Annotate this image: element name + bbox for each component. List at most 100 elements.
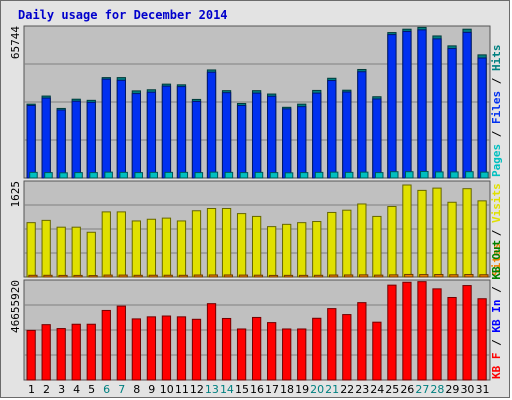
- bar-pages-day-22: [344, 171, 354, 179]
- legend-separator: /: [490, 333, 503, 353]
- bar-pages-day-23: [359, 171, 369, 179]
- bar-kb-f-day-16: [251, 316, 262, 381]
- x-tick-label-day-15: 15: [235, 383, 249, 396]
- bar-sites-day-9: [148, 274, 158, 278]
- bar-files-day-20: [312, 92, 322, 179]
- x-tick-label-day-2: 2: [43, 383, 50, 396]
- bar-pages-day-8: [134, 172, 143, 179]
- bar-kb-f-day-12: [191, 318, 202, 381]
- bar-pages-day-28: [435, 171, 444, 179]
- bar-kb-f-day-23: [357, 302, 367, 381]
- bar-pages-day-25: [389, 171, 399, 179]
- bar-files-day-29: [447, 48, 457, 179]
- bar-visits-day-12: [191, 210, 202, 278]
- bar-kb-f-day-28: [432, 288, 442, 381]
- bar-pages-day-1: [29, 171, 38, 179]
- y-max-label: 46655920: [9, 280, 22, 333]
- bar-sites-day-21: [328, 274, 339, 278]
- bar-visits-day-28: [432, 187, 442, 278]
- bar-files-day-21: [327, 80, 337, 179]
- bar-files-day-15: [236, 105, 247, 179]
- legend-hits-files-pages: Pages / Files / Hits: [490, 45, 503, 178]
- x-tick-label-day-18: 18: [280, 383, 294, 396]
- bar-sites-day-27: [419, 274, 429, 278]
- bar-files-day-5: [86, 101, 96, 179]
- bar-visits-day-10: [161, 217, 172, 278]
- legend-entry-sites: Sites: [490, 243, 503, 276]
- bar-kb-f-day-4: [71, 323, 81, 381]
- bar-visits-day-27: [417, 189, 427, 278]
- bar-kb-f-day-8: [131, 318, 141, 381]
- bar-sites-day-23: [359, 274, 369, 278]
- bar-visits-day-3: [56, 226, 66, 278]
- bar-pages-day-31: [480, 171, 489, 179]
- bar-pages-day-19: [299, 172, 309, 179]
- bar-visits-day-20: [312, 221, 322, 278]
- bar-files-day-27: [417, 29, 427, 179]
- bar-kb-f-day-15: [236, 328, 247, 381]
- bar-pages-day-2: [44, 172, 53, 179]
- bar-kb-f-day-31: [477, 298, 487, 381]
- x-tick-label-day-9: 9: [148, 383, 155, 396]
- bar-visits-day-29: [447, 201, 457, 278]
- bar-sites-day-5: [88, 275, 98, 278]
- bar-files-day-23: [357, 71, 367, 179]
- bar-visits-day-15: [236, 213, 247, 278]
- bar-sites-day-6: [103, 274, 113, 278]
- bar-kb-f-day-22: [342, 314, 352, 381]
- panel-sites-visits: 1625 Sites / Visits: [9, 180, 503, 278]
- x-tick-label-day-19: 19: [295, 383, 309, 396]
- legend-separator: /: [490, 280, 503, 300]
- bar-pages-day-9: [149, 171, 158, 179]
- bar-sites-day-17: [268, 274, 279, 278]
- bar-visits-day-14: [221, 208, 232, 278]
- bar-visits-day-21: [327, 211, 337, 278]
- bar-sites-day-31: [479, 274, 489, 278]
- bar-kb-f-day-26: [402, 281, 412, 381]
- bar-kb-f-day-1: [26, 329, 36, 381]
- bar-kb-f-day-25: [387, 284, 397, 381]
- bar-kb-f-day-18: [282, 328, 292, 381]
- bar-files-day-31: [477, 57, 487, 179]
- bar-kb-f-day-13: [206, 303, 217, 381]
- bar-pages-day-15: [239, 172, 249, 179]
- y-max-label: 1625: [9, 181, 22, 208]
- bar-files-day-25: [387, 34, 397, 179]
- bar-files-day-8: [131, 93, 141, 179]
- bar-pages-day-10: [164, 171, 174, 179]
- bar-files-day-6: [101, 78, 111, 179]
- bar-sites-day-22: [343, 274, 354, 278]
- bar-sites-day-24: [374, 274, 384, 278]
- legend-separator: /: [490, 71, 503, 91]
- x-tick-label-day-23: 23: [355, 383, 369, 396]
- bar-files-day-22: [342, 91, 352, 179]
- bar-files-day-11: [176, 86, 187, 179]
- legend-entry-visits: Visits: [490, 183, 503, 223]
- x-tick-label-day-20: 20: [310, 383, 324, 396]
- bar-pages-day-21: [329, 171, 339, 179]
- bar-sites-day-3: [58, 274, 68, 278]
- x-tick-label-day-28: 28: [430, 383, 444, 396]
- bar-sites-day-25: [389, 274, 399, 278]
- bar-files-day-3: [56, 109, 66, 179]
- x-tick-label-day-10: 10: [160, 383, 174, 396]
- x-tick-label-day-21: 21: [325, 383, 339, 396]
- bar-kb-f-day-21: [327, 308, 337, 381]
- bar-pages-day-11: [179, 171, 189, 179]
- bar-visits-day-9: [146, 218, 157, 278]
- bar-files-day-19: [297, 106, 307, 179]
- bar-visits-day-23: [357, 203, 367, 278]
- x-tick-label-day-29: 29: [445, 383, 459, 396]
- bar-sites-day-7: [118, 274, 128, 278]
- x-tick-label-day-8: 8: [133, 383, 140, 396]
- bar-visits-day-7: [116, 211, 126, 278]
- x-tick-label-day-31: 31: [475, 383, 489, 396]
- bar-visits-day-30: [462, 188, 472, 278]
- bar-files-day-24: [372, 98, 382, 179]
- bar-kb-f-day-5: [86, 323, 96, 381]
- bar-pages-day-3: [59, 172, 68, 179]
- bar-kb-f-day-10: [161, 315, 172, 381]
- bar-files-day-18: [282, 108, 292, 179]
- bar-sites-day-4: [73, 274, 83, 278]
- panel-hits-files-pages: 65744 Pages / Files / Hits: [9, 25, 503, 179]
